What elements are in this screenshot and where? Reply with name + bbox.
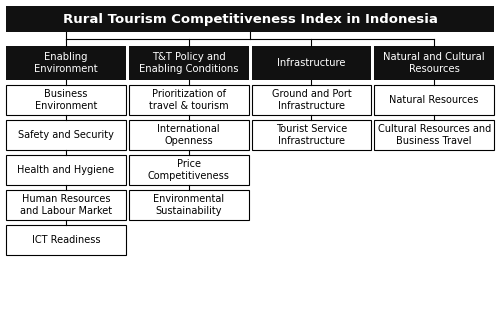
Text: Health and Hygiene: Health and Hygiene (18, 165, 114, 175)
FancyBboxPatch shape (374, 120, 494, 150)
FancyBboxPatch shape (129, 46, 248, 80)
Text: Infrastructure: Infrastructure (277, 58, 345, 68)
FancyBboxPatch shape (6, 190, 126, 220)
Text: International
Openness: International Openness (158, 124, 220, 146)
FancyBboxPatch shape (374, 85, 494, 115)
Text: Cultural Resources and
Business Travel: Cultural Resources and Business Travel (378, 124, 491, 146)
Text: Tourist Service
Infrastructure: Tourist Service Infrastructure (276, 124, 347, 146)
FancyBboxPatch shape (6, 120, 126, 150)
Text: Safety and Security: Safety and Security (18, 130, 114, 140)
FancyBboxPatch shape (6, 155, 126, 185)
FancyBboxPatch shape (6, 6, 494, 32)
Text: Human Resources
and Labour Market: Human Resources and Labour Market (20, 194, 112, 216)
Text: Prioritization of
travel & tourism: Prioritization of travel & tourism (149, 89, 228, 111)
Text: T&T Policy and
Enabling Conditions: T&T Policy and Enabling Conditions (139, 52, 238, 74)
FancyBboxPatch shape (252, 85, 371, 115)
FancyBboxPatch shape (252, 120, 371, 150)
FancyBboxPatch shape (6, 225, 126, 255)
Text: ICT Readiness: ICT Readiness (32, 235, 100, 245)
Text: Price
Competitiveness: Price Competitiveness (148, 159, 230, 181)
Text: Ground and Port
Infrastructure: Ground and Port Infrastructure (272, 89, 351, 111)
FancyBboxPatch shape (129, 155, 248, 185)
Text: Natural and Cultural
Resources: Natural and Cultural Resources (384, 52, 485, 74)
Text: Natural Resources: Natural Resources (390, 95, 479, 105)
FancyBboxPatch shape (6, 85, 126, 115)
Text: Environmental
Sustainability: Environmental Sustainability (153, 194, 224, 216)
FancyBboxPatch shape (6, 46, 126, 80)
FancyBboxPatch shape (129, 190, 248, 220)
FancyBboxPatch shape (252, 46, 371, 80)
Text: Rural Tourism Competitiveness Index in Indonesia: Rural Tourism Competitiveness Index in I… (62, 12, 438, 25)
FancyBboxPatch shape (129, 120, 248, 150)
FancyBboxPatch shape (129, 85, 248, 115)
FancyBboxPatch shape (374, 46, 494, 80)
Text: Enabling
Environment: Enabling Environment (34, 52, 98, 74)
Text: Business
Environment: Business Environment (34, 89, 97, 111)
